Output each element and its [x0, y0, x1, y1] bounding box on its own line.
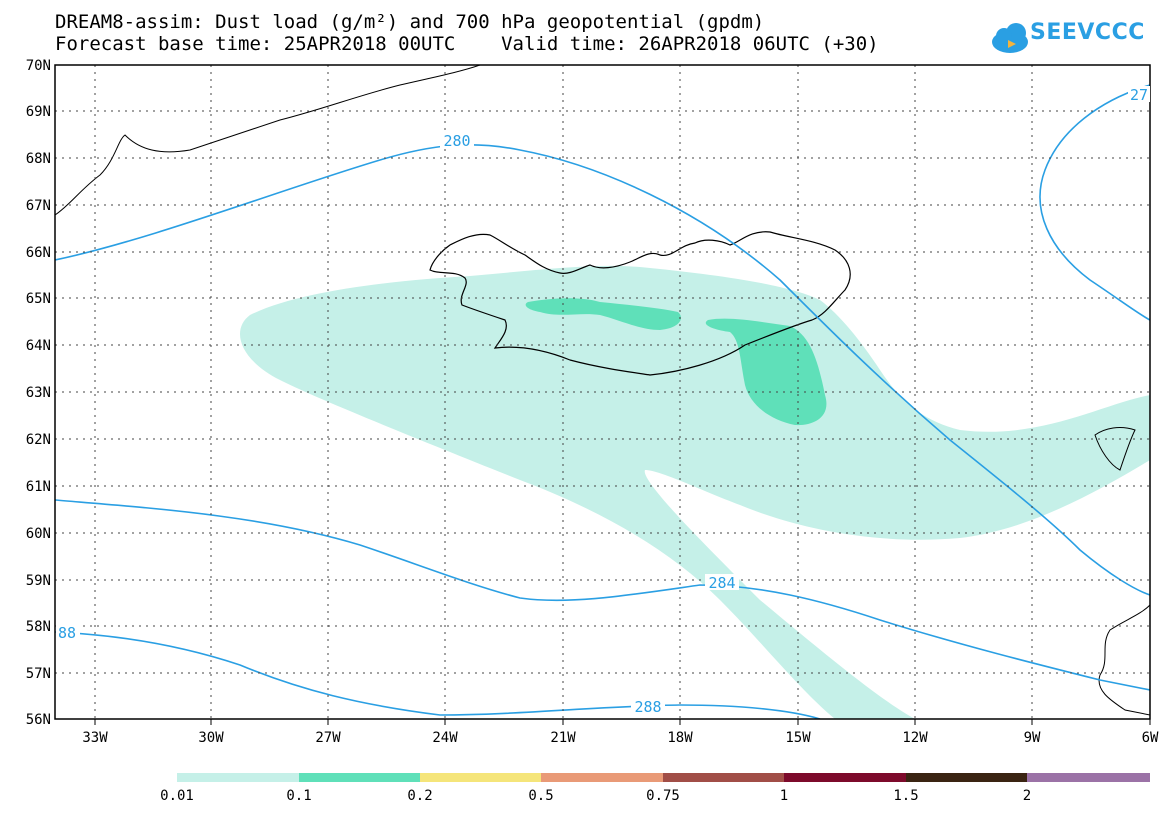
contour-280 — [55, 144, 1150, 596]
legend-label: 0.5 — [528, 788, 553, 804]
legend-colorbar — [177, 773, 1150, 782]
map-title: DREAM8-assim: Dust load (g/m²) and 700 h… — [55, 11, 765, 33]
lat-labels: 70N 69N 68N 67N 66N 65N 64N 63N 62N 61N … — [26, 58, 51, 728]
lon-label: 33W — [82, 730, 108, 746]
lon-label: 30W — [198, 730, 224, 746]
legend-swatch — [663, 773, 784, 782]
legend-label: 0.75 — [646, 788, 680, 804]
lon-label: 12W — [902, 730, 928, 746]
legend-swatch — [299, 773, 420, 782]
lat-label: 66N — [26, 245, 51, 261]
iceland-coastline — [429, 231, 851, 376]
lon-label: 9W — [1024, 730, 1041, 746]
legend-swatch — [177, 773, 299, 782]
map-subtitle-times: Forecast base time: 25APR2018 00UTC Vali… — [55, 33, 879, 55]
legend-swatch — [784, 773, 906, 782]
lon-label: 27W — [315, 730, 341, 746]
contour-label-280: 280 — [443, 132, 470, 150]
lat-label: 69N — [26, 104, 51, 120]
legend-label: 0.1 — [286, 788, 311, 804]
legend-label: 1.5 — [893, 788, 918, 804]
contour-label-27: 27 — [1130, 86, 1148, 104]
legend-swatch — [906, 773, 1027, 782]
lat-label: 68N — [26, 151, 51, 167]
lat-label: 70N — [26, 58, 51, 74]
legend-label: 0.01 — [160, 788, 194, 804]
legend-label: 1 — [780, 788, 788, 804]
lat-label: 67N — [26, 198, 51, 214]
lat-label: 60N — [26, 526, 51, 542]
lat-label: 57N — [26, 666, 51, 682]
legend-label: 0.2 — [407, 788, 432, 804]
lat-label: 65N — [26, 291, 51, 307]
lat-label: 64N — [26, 338, 51, 354]
logo-text: SEEVCCC — [1030, 20, 1145, 45]
lon-label: 15W — [785, 730, 811, 746]
legend-label: 2 — [1023, 788, 1031, 804]
faroe-islands — [1094, 427, 1136, 471]
legend-labels: 0.01 0.1 0.2 0.5 0.75 1 1.5 2 — [160, 788, 1031, 804]
lat-label: 62N — [26, 432, 51, 448]
legend-swatch — [541, 773, 663, 782]
contour-label-88: 88 — [58, 624, 76, 642]
lat-label: 58N — [26, 619, 51, 635]
contour-label-288: 288 — [634, 698, 661, 716]
lon-label: 21W — [550, 730, 576, 746]
lat-label: 61N — [26, 479, 51, 495]
dust-area-medium-west — [525, 298, 681, 330]
greenland-coastline — [55, 65, 481, 216]
map-frame — [54, 64, 1151, 720]
lat-label: 63N — [26, 385, 51, 401]
contour-284 — [55, 499, 1150, 691]
scotland-coastline — [1098, 604, 1150, 716]
legend-swatch — [420, 773, 541, 782]
logo — [992, 23, 1028, 53]
lon-labels: 33W 30W 27W 24W 21W 18W 15W 12W 9W 6W — [82, 730, 1159, 746]
dust-area-medium-east — [705, 318, 827, 426]
legend-swatch — [1027, 773, 1150, 782]
lon-label: 6W — [1142, 730, 1159, 746]
contour-27x — [1039, 84, 1150, 321]
contour-label-284: 284 — [708, 574, 735, 592]
lon-label: 24W — [432, 730, 458, 746]
contour-labels: 280 284 288 88 27 — [56, 86, 1150, 716]
contour-288 — [55, 631, 821, 719]
dust-area-light — [240, 265, 1150, 719]
lat-grid — [55, 110, 1150, 674]
lat-label: 59N — [26, 573, 51, 589]
lat-label: 56N — [26, 712, 51, 728]
cloud-icon — [992, 23, 1028, 53]
lon-label: 18W — [667, 730, 693, 746]
